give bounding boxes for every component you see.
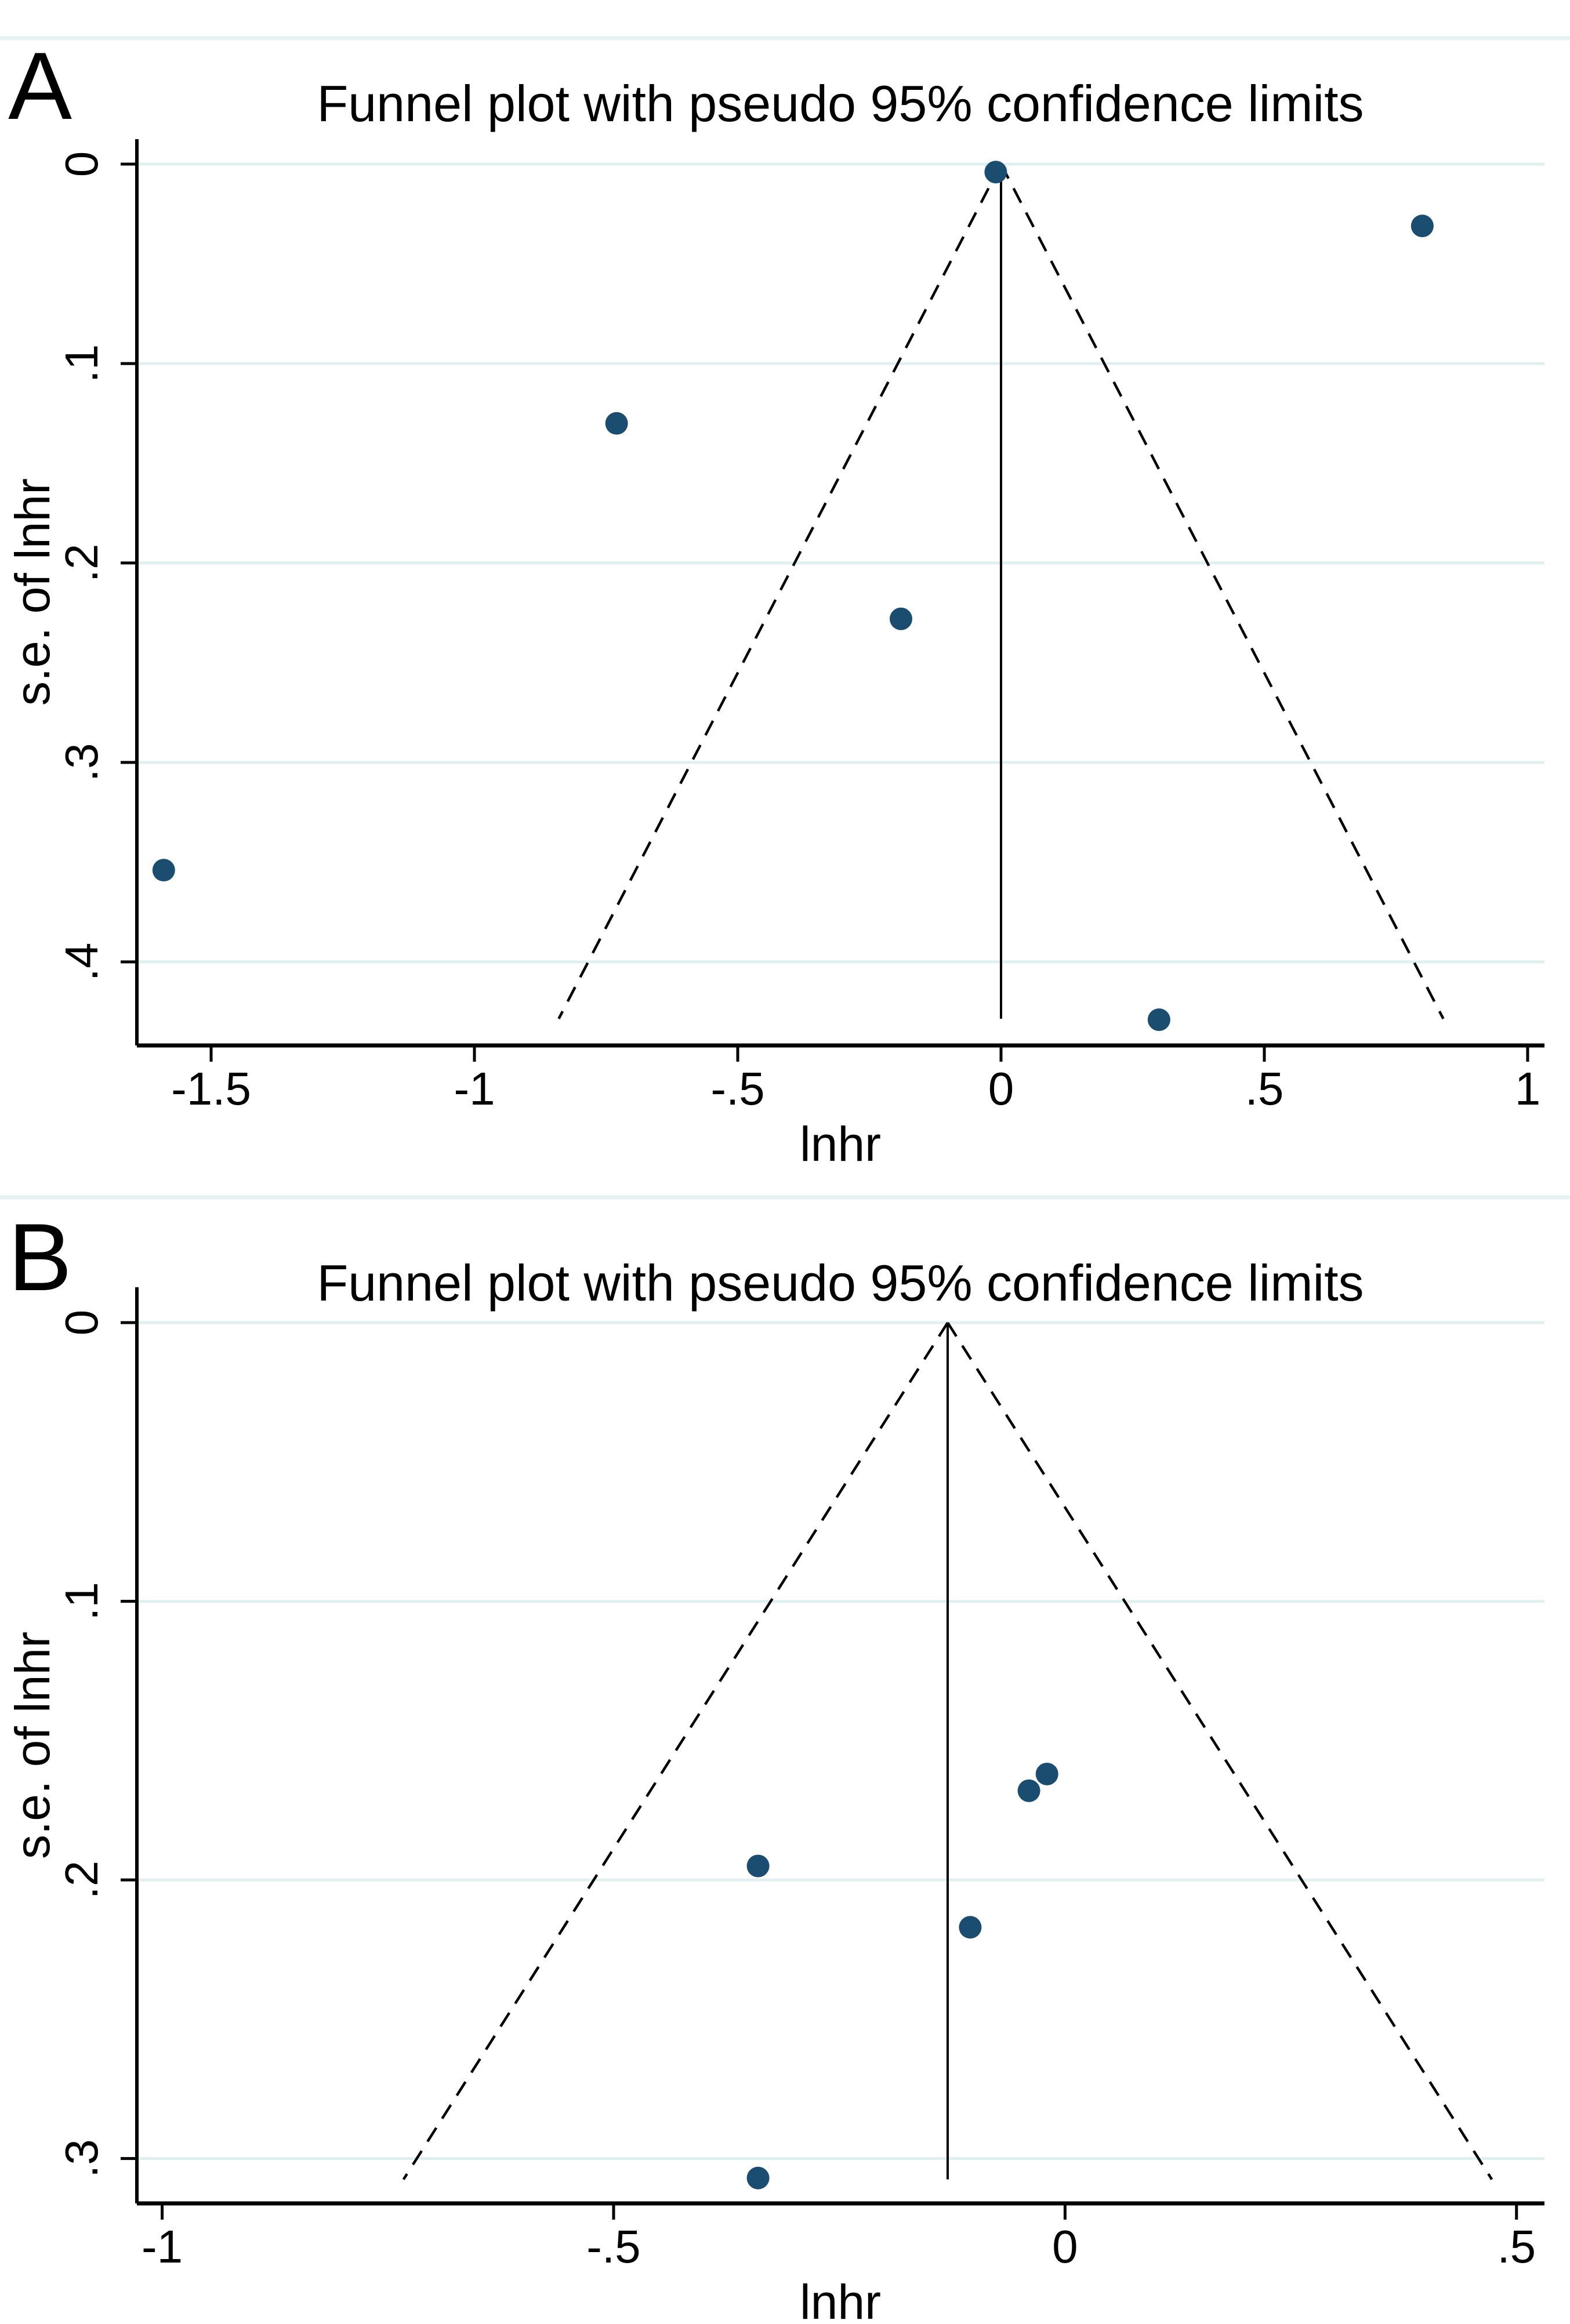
data-point (889, 607, 912, 630)
y-tick-label: 0 (56, 151, 107, 177)
y-tick-label: 0 (56, 1310, 107, 1336)
x-tick-label: .5 (1497, 2221, 1536, 2272)
data-point (152, 859, 175, 882)
x-tick-label: -1 (454, 1063, 495, 1114)
y-tick-label: .1 (56, 1582, 107, 1621)
x-tick-label: -.5 (710, 1063, 764, 1114)
x-tick-label: 0 (1052, 2221, 1078, 2272)
funnel-upper-limit-line (947, 1321, 1493, 2180)
data-point (746, 2166, 770, 2189)
x-tick-label: 1 (1515, 1063, 1541, 1114)
data-point (984, 161, 1007, 184)
funnel-lower-limit-line (557, 163, 1002, 1019)
panel-b-yaxis-label: s.e. of lnhr (5, 1632, 60, 1859)
y-tick-label: .2 (56, 1861, 107, 1900)
panel-a-yaxis-label: s.e. of lnhr (5, 478, 60, 706)
data-point (959, 1916, 982, 1939)
y-tick-label: .4 (56, 943, 107, 982)
x-tick-label: 0 (988, 1063, 1014, 1114)
data-point (1147, 1008, 1170, 1032)
panel-a-label: A (8, 32, 72, 139)
x-tick-label: .5 (1245, 1063, 1284, 1114)
panel-b-label: B (8, 1204, 72, 1310)
y-tick-label: .2 (56, 544, 107, 583)
y-tick-label: .3 (56, 2139, 107, 2178)
x-tick-label: -1 (142, 2221, 183, 2272)
y-tick-label: .3 (56, 743, 107, 782)
panel-b-xaxis-label: lnhr (800, 2275, 881, 2324)
y-tick-label: .1 (56, 344, 107, 383)
data-point (605, 412, 628, 435)
panel-a-xaxis-label: lnhr (800, 1117, 881, 1171)
data-point (1035, 1762, 1058, 1785)
data-point (746, 1854, 770, 1878)
x-tick-label: -.5 (586, 2221, 640, 2272)
funnel-lower-limit-line (402, 1321, 949, 2180)
funnel-upper-limit-line (999, 163, 1445, 1019)
data-point (1017, 1779, 1040, 1802)
panel-a-title: Funnel plot with pseudo 95% confidence l… (317, 75, 1364, 132)
plots-layer: -1.5 -1 -.5 0 .5 1 0 .1 .2 .3 .4 -1 -.5 0 .5 0 .1 .2 .3 (56, 139, 1544, 2272)
x-tick-label: -1.5 (171, 1063, 251, 1114)
panel-b-title: Funnel plot with pseudo 95% confidence l… (317, 1254, 1364, 1312)
data-point (1411, 215, 1434, 238)
